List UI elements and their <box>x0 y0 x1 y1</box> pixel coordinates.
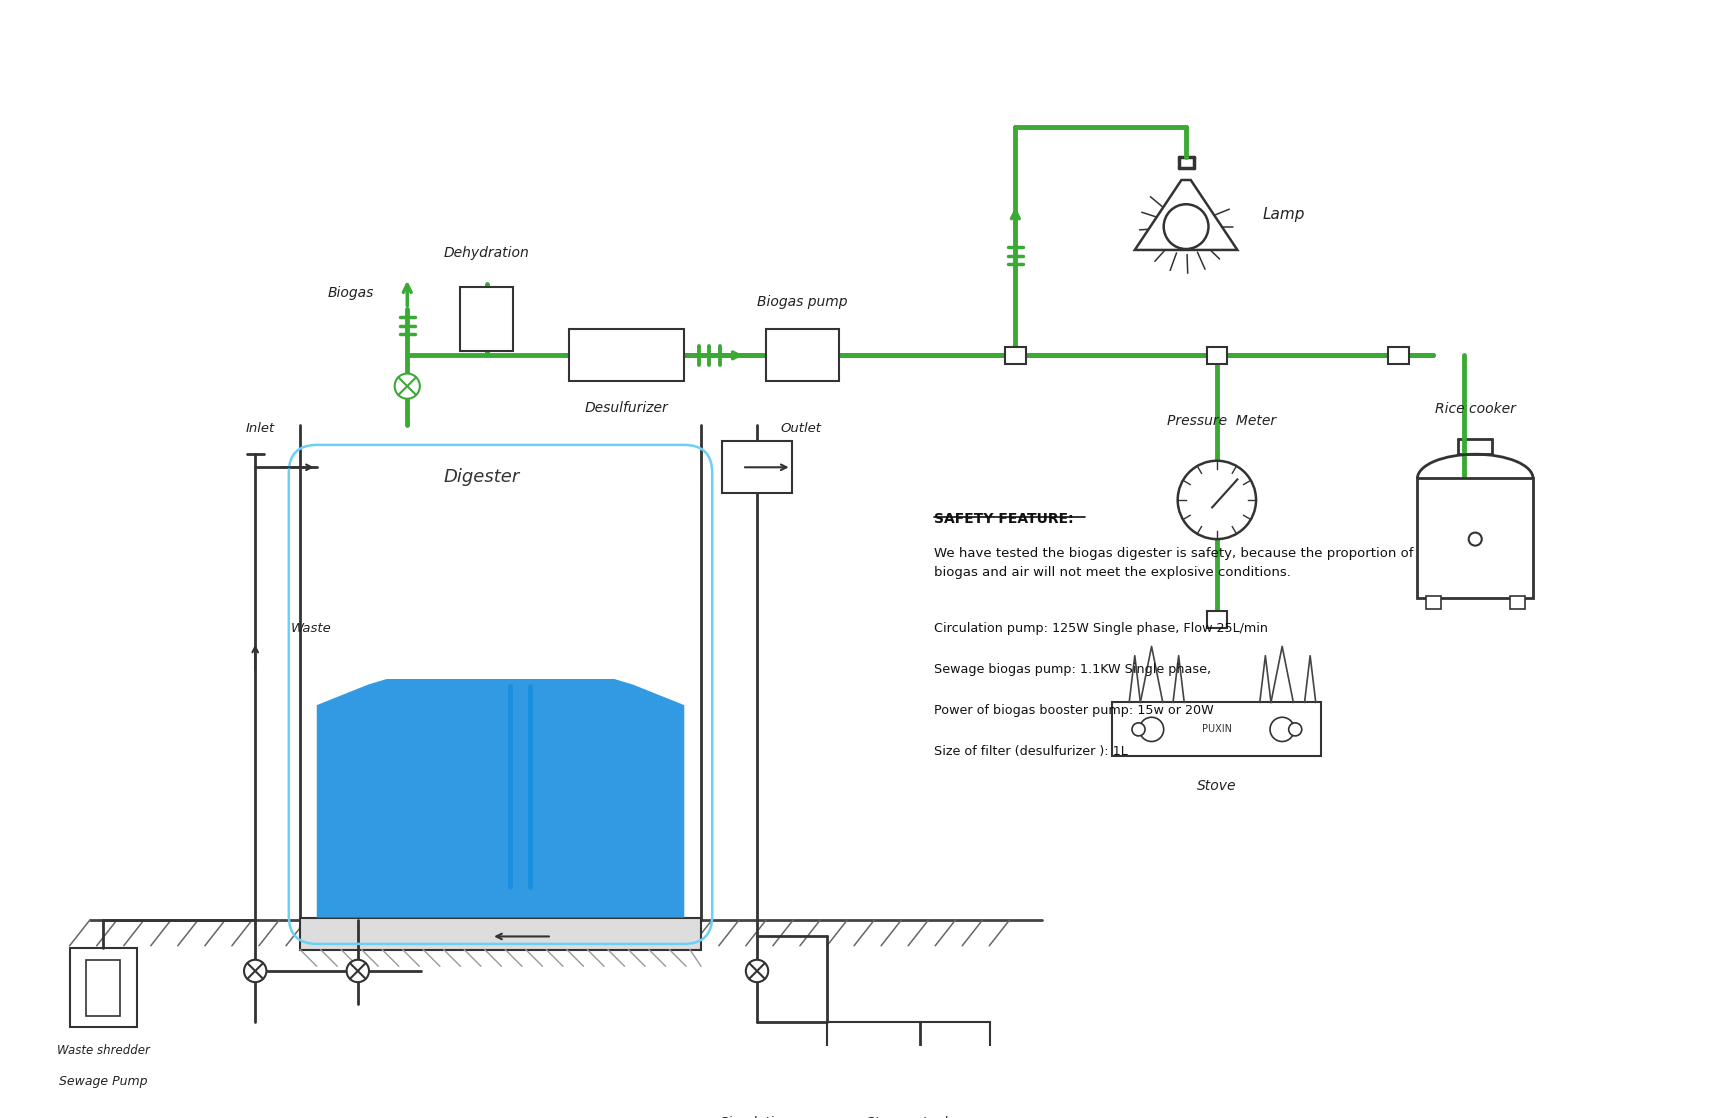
Circle shape <box>1140 718 1164 741</box>
Circle shape <box>243 959 266 982</box>
Bar <box>826 1022 990 1099</box>
Bar <box>569 329 685 381</box>
Bar <box>461 287 512 351</box>
Bar <box>1006 347 1026 363</box>
Text: Waste shredder: Waste shredder <box>57 1044 150 1057</box>
Bar <box>1206 610 1226 627</box>
Text: Lamp: Lamp <box>1263 207 1304 222</box>
Bar <box>1389 347 1409 363</box>
Text: SAFETY FEATURE:: SAFETY FEATURE: <box>935 512 1075 527</box>
Text: Outlet: Outlet <box>780 421 821 435</box>
Circle shape <box>1164 205 1209 249</box>
Text: We have tested the biogas digester is safety, because the proportion of
biogas a: We have tested the biogas digester is sa… <box>935 548 1414 579</box>
Text: Dehydration: Dehydration <box>443 246 530 259</box>
Text: Biogas: Biogas <box>328 286 374 300</box>
Bar <box>1509 596 1525 609</box>
Circle shape <box>745 959 768 982</box>
Bar <box>86 959 121 1016</box>
Polygon shape <box>1135 180 1237 250</box>
Text: Stove: Stove <box>1197 779 1237 794</box>
Circle shape <box>1132 723 1145 736</box>
Text: Inlet: Inlet <box>245 421 274 435</box>
Circle shape <box>1468 532 1482 546</box>
Text: Circulating pump: Circulating pump <box>719 1116 833 1118</box>
Circle shape <box>347 959 369 982</box>
Text: Desulfurizer: Desulfurizer <box>585 400 668 415</box>
Bar <box>721 442 792 493</box>
Text: Rice cooker: Rice cooker <box>1435 401 1516 416</box>
Text: Power of biogas booster pump: 15w or 20W: Power of biogas booster pump: 15w or 20W <box>935 704 1214 718</box>
Text: Sewage biogas pump: 1.1KW Single phase,: Sewage biogas pump: 1.1KW Single phase, <box>935 663 1211 676</box>
Bar <box>1418 479 1534 598</box>
Bar <box>1206 347 1226 363</box>
Text: Sewage Pump: Sewage Pump <box>59 1074 147 1088</box>
Circle shape <box>1178 461 1256 539</box>
Text: Storage tank: Storage tank <box>866 1116 952 1118</box>
Circle shape <box>395 373 419 399</box>
Text: Biogas pump: Biogas pump <box>757 295 849 310</box>
Text: Pressure  Meter: Pressure Meter <box>1168 414 1276 428</box>
Text: Digester: Digester <box>443 467 519 485</box>
Bar <box>766 329 838 381</box>
Text: Waste: Waste <box>290 622 331 635</box>
Polygon shape <box>317 679 685 918</box>
Text: Size of filter (desulfurizer ): 1L: Size of filter (desulfurizer ): 1L <box>935 746 1128 758</box>
Bar <box>69 948 136 1027</box>
Bar <box>1113 702 1321 757</box>
Bar <box>300 918 700 949</box>
Circle shape <box>1270 718 1294 741</box>
Circle shape <box>1289 723 1302 736</box>
Text: PUXIN: PUXIN <box>1202 724 1232 735</box>
Bar <box>1427 596 1440 609</box>
Text: Circulation pump: 125W Single phase, Flow 25L/min: Circulation pump: 125W Single phase, Flo… <box>935 622 1268 635</box>
